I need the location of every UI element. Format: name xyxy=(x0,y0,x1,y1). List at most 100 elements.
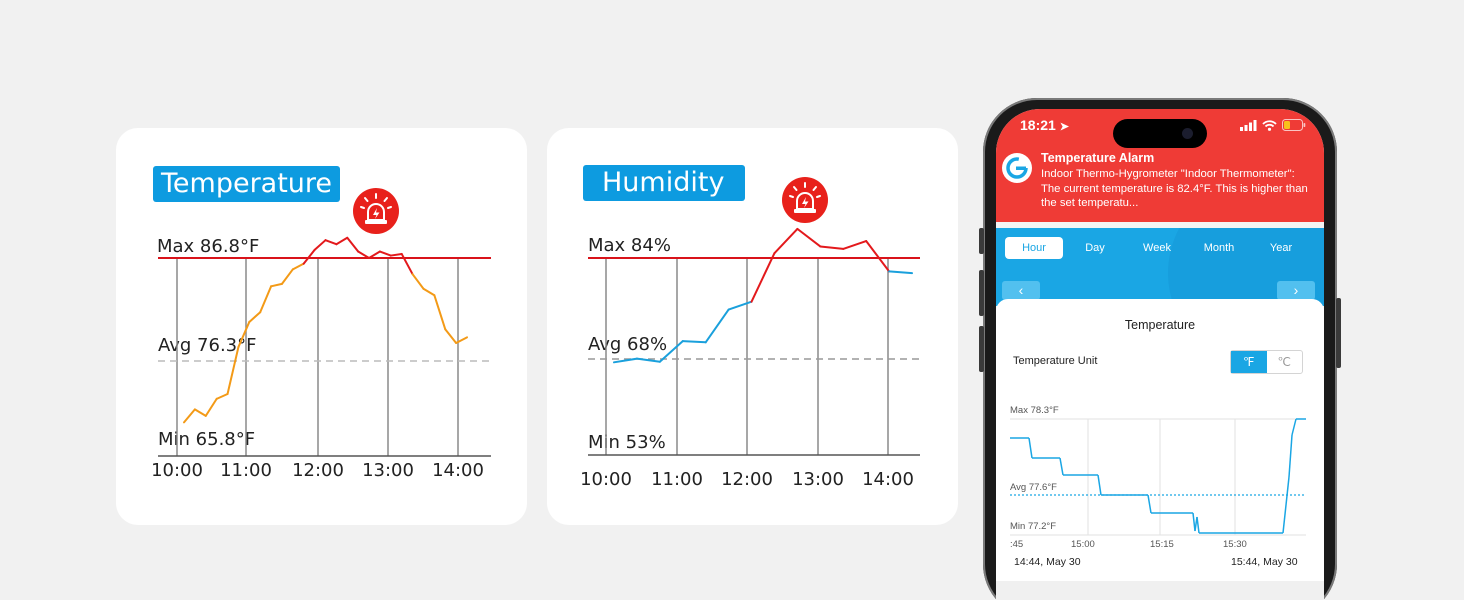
phone-side-button xyxy=(979,228,984,254)
tab-week[interactable]: Week xyxy=(1143,242,1171,254)
temperature-chart: Max 86.8°F Avg 76.3°F Min 65.8°F 10:00 11… xyxy=(151,236,491,481)
phone-data-segment xyxy=(1192,512,1196,532)
temp-x-tick: 11:00 xyxy=(220,460,272,481)
phone-side-button xyxy=(979,326,984,372)
signal-icon xyxy=(1240,119,1257,131)
avg-label: Avg 68% xyxy=(588,334,667,355)
temp-data-segment xyxy=(237,320,251,349)
chevron-right-icon: › xyxy=(1293,282,1299,298)
panel-title: Temperature xyxy=(1124,318,1196,332)
temp-data-segment xyxy=(248,311,262,323)
prev-button[interactable]: ‹ xyxy=(1002,281,1040,300)
temp-data-segment xyxy=(280,268,294,285)
hum-x-tick: 11:00 xyxy=(651,469,703,490)
date-start: 14:44, May 30 xyxy=(1014,556,1081,568)
tab-hour[interactable]: Hour xyxy=(1005,237,1063,259)
temp-data-segment xyxy=(346,236,360,253)
next-button[interactable]: › xyxy=(1277,281,1315,300)
phone-x-tick: 15:15 xyxy=(1150,539,1174,550)
hum-data-segment xyxy=(842,240,868,250)
temp-data-segment xyxy=(302,248,316,265)
phone-avg-label: Avg 77.6°F xyxy=(1010,482,1057,493)
battery-icon xyxy=(1282,119,1306,131)
hum-data-segment xyxy=(750,252,776,303)
temperature-card: Temperature Max 86.8°F Avg 76.3°F Min 65… xyxy=(116,128,527,525)
phone-x-tick: 15:30 xyxy=(1223,539,1247,550)
humidity-chart: Max 84% Avg 68% Min 53% 10:00 11:00 12:00 1… xyxy=(580,227,920,490)
temperature-title: Temperature xyxy=(153,166,341,202)
temp-data-segment xyxy=(226,346,240,395)
hum-data-segment xyxy=(681,340,707,344)
temp-data-segment xyxy=(291,262,305,271)
hum-x-tick: 14:00 xyxy=(862,469,914,490)
hum-x-tick: 10:00 xyxy=(580,469,632,490)
min-label: Min 65.8°F xyxy=(158,429,255,450)
temp-data-segment xyxy=(433,294,447,331)
notification-body: Indoor Thermo-Hygrometer "Indoor Thermom… xyxy=(1041,168,1308,209)
tab-day[interactable]: Day xyxy=(1085,242,1105,254)
temp-data-segment xyxy=(444,328,458,344)
phone-x-tick: 15:00 xyxy=(1071,539,1095,550)
unit-f-button[interactable]: ℉ xyxy=(1231,351,1267,373)
temp-data-segment xyxy=(389,252,403,257)
temp-data-segment xyxy=(270,282,283,288)
siren-icon xyxy=(782,177,828,223)
unit-label: Temperature Unit xyxy=(1013,355,1098,367)
tab-month[interactable]: Month xyxy=(1203,242,1235,254)
temp-data-segment xyxy=(183,408,196,424)
hum-data-segment xyxy=(635,357,661,363)
humidity-card: Humidity Max 84% Avg 68% Min 53% 10:00 11… xyxy=(547,128,958,525)
min-label: Min 53% xyxy=(588,432,666,453)
wifi-icon xyxy=(1262,119,1277,131)
temp-data-segment xyxy=(193,408,207,417)
hum-data-segment xyxy=(819,245,845,250)
temp-x-tick: 10:00 xyxy=(151,460,203,481)
temperature-panel: Temperature Temperature Unit ℉ ℃ Max 78.… xyxy=(996,299,1324,581)
phone-screen: 18:21 ➤ xyxy=(996,109,1324,600)
dynamic-island xyxy=(1113,119,1207,148)
max-label: Max 84% xyxy=(588,235,671,256)
hum-data-segment xyxy=(796,227,822,248)
temp-data-segment xyxy=(455,336,468,344)
phone-side-button xyxy=(1336,298,1341,368)
hum-data-segment xyxy=(773,227,799,255)
phone-min-label: Min 77.2°F xyxy=(1010,521,1056,532)
hum-x-tick: 12:00 xyxy=(721,469,773,490)
hum-x-tick: 13:00 xyxy=(792,469,844,490)
phone-data-segment xyxy=(1291,418,1297,436)
temp-data-segment xyxy=(313,239,327,251)
temp-x-tick: 12:00 xyxy=(292,460,344,481)
temp-data-segment xyxy=(400,252,414,276)
temp-x-tick: 13:00 xyxy=(362,460,414,481)
date-end: 15:44, May 30 xyxy=(1231,556,1298,568)
phone-data-segment xyxy=(1282,476,1290,534)
chevron-left-icon: ‹ xyxy=(1018,282,1024,298)
phone-data-segment xyxy=(1028,437,1033,459)
phone-data-segment xyxy=(1196,516,1200,534)
hum-data-segment xyxy=(865,240,891,273)
max-label: Max 86.8°F xyxy=(157,236,259,257)
hum-data-segment xyxy=(888,270,913,275)
temp-data-segment xyxy=(215,393,229,400)
tab-year[interactable]: Year xyxy=(1269,242,1293,254)
period-header: Hour Day Week Month Year ‹ › xyxy=(996,228,1324,306)
notification-banner[interactable]: 18:21 ➤ xyxy=(996,109,1324,222)
temp-data-segment xyxy=(411,273,425,290)
phone-side-button xyxy=(979,270,984,316)
avg-label: Avg 76.3°F xyxy=(158,335,257,356)
unit-c-button[interactable]: ℃ xyxy=(1277,355,1291,369)
temp-data-segment xyxy=(204,397,218,417)
app-logo-icon xyxy=(1002,153,1032,183)
temp-data-segment xyxy=(259,285,273,314)
siren-icon xyxy=(353,188,399,234)
status-icons xyxy=(1240,119,1306,131)
temp-data-segment xyxy=(357,250,371,259)
phone-mockup: 18:21 ➤ xyxy=(979,98,1341,600)
hum-data-segment xyxy=(613,357,638,364)
temp-data-segment xyxy=(378,250,392,257)
temp-data-segment xyxy=(422,287,436,297)
phone-data-segment xyxy=(1288,434,1293,478)
phone-max-label: Max 78.3°F xyxy=(1010,405,1059,416)
phone-data-segment xyxy=(1147,494,1152,514)
hum-data-segment xyxy=(727,300,753,311)
